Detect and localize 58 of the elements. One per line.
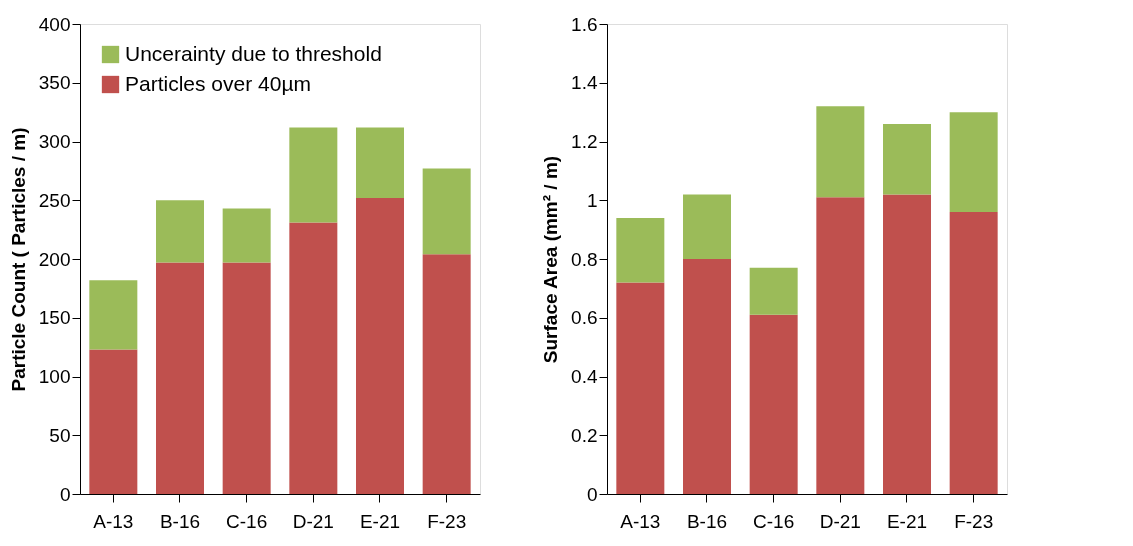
x-tick-label: B-16 — [159, 510, 201, 532]
bar — [749, 314, 798, 494]
x-tick-label: C-16 — [753, 510, 795, 532]
y-tick-label: 150 — [38, 307, 71, 329]
y-tick-label: 100 — [38, 366, 71, 387]
legend-label: Uncerainty due to threshold — [125, 41, 382, 65]
y-tick-label: 300 — [38, 131, 71, 152]
y-tick-label: 0 — [586, 483, 598, 505]
x-tick-label: D-21 — [292, 510, 334, 532]
bar — [156, 200, 204, 263]
x-tick-label: B-16 — [686, 510, 728, 532]
bar — [949, 112, 998, 212]
bar — [683, 259, 731, 494]
y-axis-title: Particle Count ( Particles / m) — [7, 127, 29, 392]
bar — [883, 123, 931, 195]
x-tick-label: A-13 — [93, 510, 134, 532]
legend-label: Particles over 40µm — [125, 71, 311, 95]
bar — [289, 222, 338, 494]
bar — [949, 212, 998, 494]
bar — [356, 127, 404, 198]
x-tick-label: F-23 — [954, 510, 994, 532]
bar — [156, 262, 204, 494]
y-tick-label: 0.6 — [571, 307, 598, 329]
bar — [89, 280, 138, 350]
y-tick-label: 350 — [38, 72, 71, 94]
y-tick-label: 200 — [38, 248, 71, 270]
bar — [749, 267, 798, 315]
x-tick-label: F-23 — [427, 510, 467, 532]
bar — [816, 106, 865, 198]
bar — [683, 194, 731, 259]
x-tick-label: C-16 — [226, 510, 268, 532]
y-tick-label: 0.8 — [571, 248, 598, 270]
y-tick-label: 1.6 — [571, 13, 598, 35]
y-axis-title: Surface Area (mm² / m) — [540, 155, 562, 364]
bar — [422, 168, 471, 255]
x-tick-label: A-13 — [620, 510, 661, 532]
bar — [356, 197, 404, 494]
y-tick-label: 0.2 — [571, 424, 598, 446]
bar — [222, 208, 271, 263]
bar — [422, 254, 471, 494]
bar — [222, 262, 271, 494]
y-tick-label: 400 — [38, 13, 71, 35]
y-tick-label: 1.2 — [571, 131, 598, 152]
y-tick-label: 1.4 — [571, 72, 598, 94]
y-tick-label: 50 — [49, 424, 71, 446]
y-tick-label: 1 — [586, 189, 598, 211]
bar — [883, 194, 931, 494]
bar — [89, 349, 138, 494]
y-tick-label: 0.4 — [571, 366, 598, 387]
x-tick-label: E-21 — [359, 510, 401, 532]
bar — [616, 282, 665, 494]
bar — [816, 197, 865, 494]
bar — [616, 217, 665, 283]
y-tick-label: 250 — [38, 189, 71, 211]
y-tick-label: 0 — [59, 483, 71, 505]
x-tick-label: E-21 — [886, 510, 928, 532]
bar — [289, 127, 338, 223]
x-tick-label: D-21 — [819, 510, 861, 532]
